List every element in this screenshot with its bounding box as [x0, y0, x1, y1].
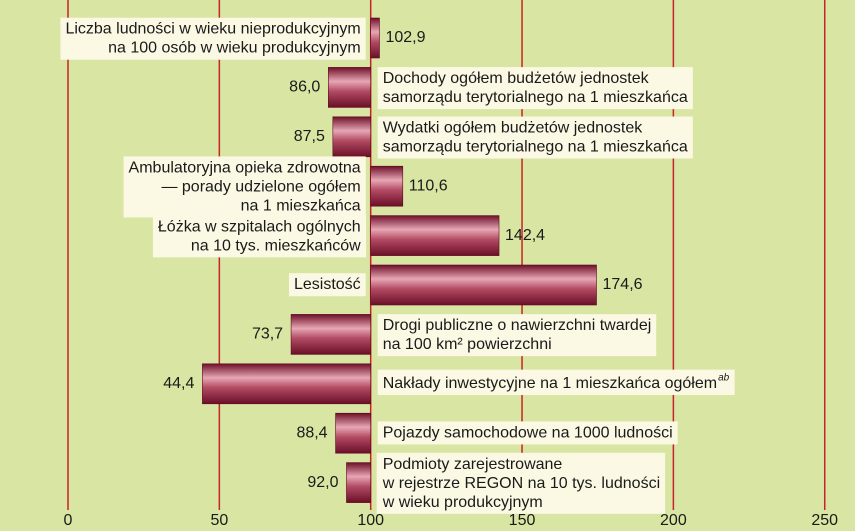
category-label: Liczba ludności w wieku nieprodukcyjnym: [65, 21, 360, 38]
value-label: 86,0: [289, 79, 320, 96]
category-label: w rejestrze REGON na 10 tys. ludności: [382, 475, 660, 492]
category-box: [377, 421, 678, 445]
x-tick-label: 250: [811, 512, 838, 529]
x-tick-label: 50: [210, 512, 228, 529]
value-label: 174,6: [603, 276, 643, 293]
x-tick-label: 200: [660, 512, 687, 529]
x-tick-label: 0: [64, 512, 73, 529]
category-box: [377, 67, 693, 110]
category-label: na 100 osób w wieku produkcyjnym: [108, 40, 361, 57]
category-note: ab: [718, 373, 730, 384]
x-tick-label: 150: [509, 512, 536, 529]
category-label: — porady udzielone ogółem: [161, 178, 360, 195]
value-label: 102,9: [385, 29, 425, 46]
value-label: 87,5: [294, 128, 325, 145]
category-label: samorządu terytorialnego na 1 mieszkańca: [383, 89, 688, 106]
value-label: 44,4: [163, 375, 194, 392]
bar: [332, 116, 371, 158]
category-label: Pojazdy samochodowe na 1000 ludności: [383, 424, 673, 441]
category-label: na 10 tys. mieszkańców: [191, 237, 361, 254]
bar: [370, 165, 404, 207]
category-label: Łóżka w szpitalach ogólnych: [158, 218, 361, 235]
value-label: 142,4: [505, 227, 545, 244]
category-label: na 100 km² powierzchni: [383, 336, 552, 353]
category-box: [376, 452, 666, 514]
category-box: [152, 215, 367, 258]
bar: [290, 314, 371, 355]
category-label: Lesistość: [294, 276, 361, 293]
category-label: Drogi publiczne o nawierzchni twardej: [383, 317, 652, 334]
category-label: samorządu terytorialnego na 1 mieszkańca: [383, 139, 688, 156]
category-label: na 1 mieszkańca: [241, 197, 361, 214]
category-label: w wieku produkcyjnym: [382, 494, 543, 511]
value-label: 73,7: [252, 326, 283, 343]
bar: [346, 462, 371, 503]
category-label: Dochody ogółem budżetów jednostek: [383, 70, 650, 87]
category-box: [288, 273, 366, 297]
bar: [202, 363, 371, 405]
category-label: Podmioty zarejestrowane: [383, 456, 563, 473]
bar: [335, 412, 371, 454]
category-box: [123, 156, 366, 218]
category-box: [377, 369, 735, 396]
category-box: [377, 314, 657, 357]
value-label: 88,4: [296, 424, 327, 441]
bar: [328, 67, 371, 108]
category-label: Wydatki ogółem budżetów jednostek: [383, 120, 644, 137]
category-label: Ambulatoryjna opieka zdrowotna: [129, 159, 361, 176]
category-box: [377, 116, 693, 159]
category-box: [60, 17, 366, 60]
bar: [370, 17, 380, 59]
bar: [370, 215, 500, 256]
category-label: Nakłady inwestycyjne na 1 mieszkańca ogó…: [383, 375, 717, 392]
bar: [370, 264, 597, 306]
x-tick-label: 100: [357, 512, 384, 529]
value-label: 110,6: [409, 177, 448, 194]
value-label: 92,0: [307, 474, 338, 491]
